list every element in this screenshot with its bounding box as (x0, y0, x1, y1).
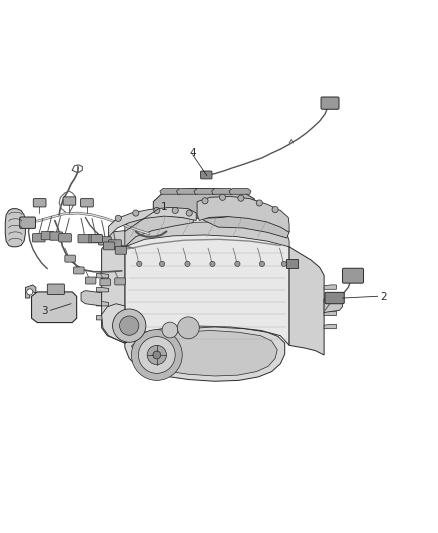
FancyBboxPatch shape (325, 292, 344, 304)
Polygon shape (32, 292, 77, 322)
FancyBboxPatch shape (20, 217, 35, 229)
FancyBboxPatch shape (41, 231, 54, 240)
Polygon shape (96, 316, 109, 320)
Text: 1: 1 (161, 203, 168, 212)
Circle shape (281, 261, 286, 266)
FancyBboxPatch shape (47, 284, 64, 295)
Circle shape (238, 195, 244, 201)
Polygon shape (102, 304, 125, 343)
Circle shape (162, 322, 178, 338)
Text: 3: 3 (42, 306, 48, 316)
Polygon shape (153, 189, 256, 219)
Circle shape (147, 345, 166, 365)
Circle shape (177, 317, 199, 339)
Polygon shape (289, 247, 324, 355)
Circle shape (186, 210, 192, 216)
Circle shape (153, 351, 161, 359)
Circle shape (272, 206, 278, 213)
FancyBboxPatch shape (78, 235, 91, 243)
FancyBboxPatch shape (81, 199, 93, 207)
Circle shape (113, 309, 146, 342)
Circle shape (133, 210, 139, 216)
Circle shape (115, 215, 121, 221)
FancyBboxPatch shape (115, 278, 125, 285)
FancyBboxPatch shape (343, 268, 364, 283)
Circle shape (137, 261, 142, 266)
FancyBboxPatch shape (33, 199, 46, 207)
FancyBboxPatch shape (89, 235, 102, 243)
Circle shape (202, 198, 208, 204)
Polygon shape (194, 189, 216, 194)
Polygon shape (125, 327, 285, 381)
Polygon shape (324, 311, 336, 316)
Polygon shape (131, 330, 277, 376)
FancyBboxPatch shape (63, 197, 76, 205)
Polygon shape (324, 298, 336, 302)
Polygon shape (125, 231, 289, 345)
Circle shape (219, 194, 226, 200)
Polygon shape (324, 324, 336, 329)
Circle shape (154, 207, 160, 214)
FancyBboxPatch shape (59, 233, 71, 242)
Polygon shape (5, 209, 25, 247)
Circle shape (159, 261, 165, 266)
Polygon shape (324, 297, 343, 312)
Circle shape (235, 261, 240, 266)
FancyBboxPatch shape (32, 233, 45, 242)
Polygon shape (197, 197, 289, 232)
Polygon shape (96, 287, 109, 292)
Polygon shape (196, 204, 289, 238)
Polygon shape (81, 290, 102, 306)
Polygon shape (96, 302, 109, 306)
FancyBboxPatch shape (91, 235, 102, 243)
Polygon shape (229, 189, 251, 194)
Circle shape (131, 329, 182, 381)
FancyBboxPatch shape (109, 240, 121, 248)
FancyBboxPatch shape (321, 97, 339, 109)
FancyBboxPatch shape (65, 255, 75, 262)
Circle shape (185, 261, 190, 266)
Polygon shape (96, 273, 109, 278)
Circle shape (138, 336, 175, 374)
Circle shape (172, 207, 178, 214)
Polygon shape (102, 239, 125, 343)
Polygon shape (324, 285, 336, 289)
FancyBboxPatch shape (74, 267, 84, 274)
Circle shape (259, 261, 265, 266)
Polygon shape (109, 222, 289, 247)
FancyBboxPatch shape (201, 171, 212, 179)
FancyBboxPatch shape (85, 277, 96, 284)
Circle shape (210, 261, 215, 266)
Text: 4: 4 (189, 148, 196, 158)
FancyBboxPatch shape (115, 246, 127, 254)
FancyBboxPatch shape (103, 242, 115, 250)
Polygon shape (125, 209, 196, 247)
Polygon shape (177, 189, 198, 194)
FancyBboxPatch shape (50, 232, 63, 240)
Polygon shape (212, 189, 233, 194)
Polygon shape (160, 189, 182, 194)
Polygon shape (25, 285, 36, 298)
FancyBboxPatch shape (286, 260, 298, 268)
FancyBboxPatch shape (99, 237, 111, 245)
FancyBboxPatch shape (100, 279, 110, 286)
Circle shape (27, 289, 33, 295)
Text: 2: 2 (380, 292, 387, 302)
Circle shape (120, 316, 139, 335)
Polygon shape (109, 207, 196, 238)
Circle shape (256, 200, 262, 206)
